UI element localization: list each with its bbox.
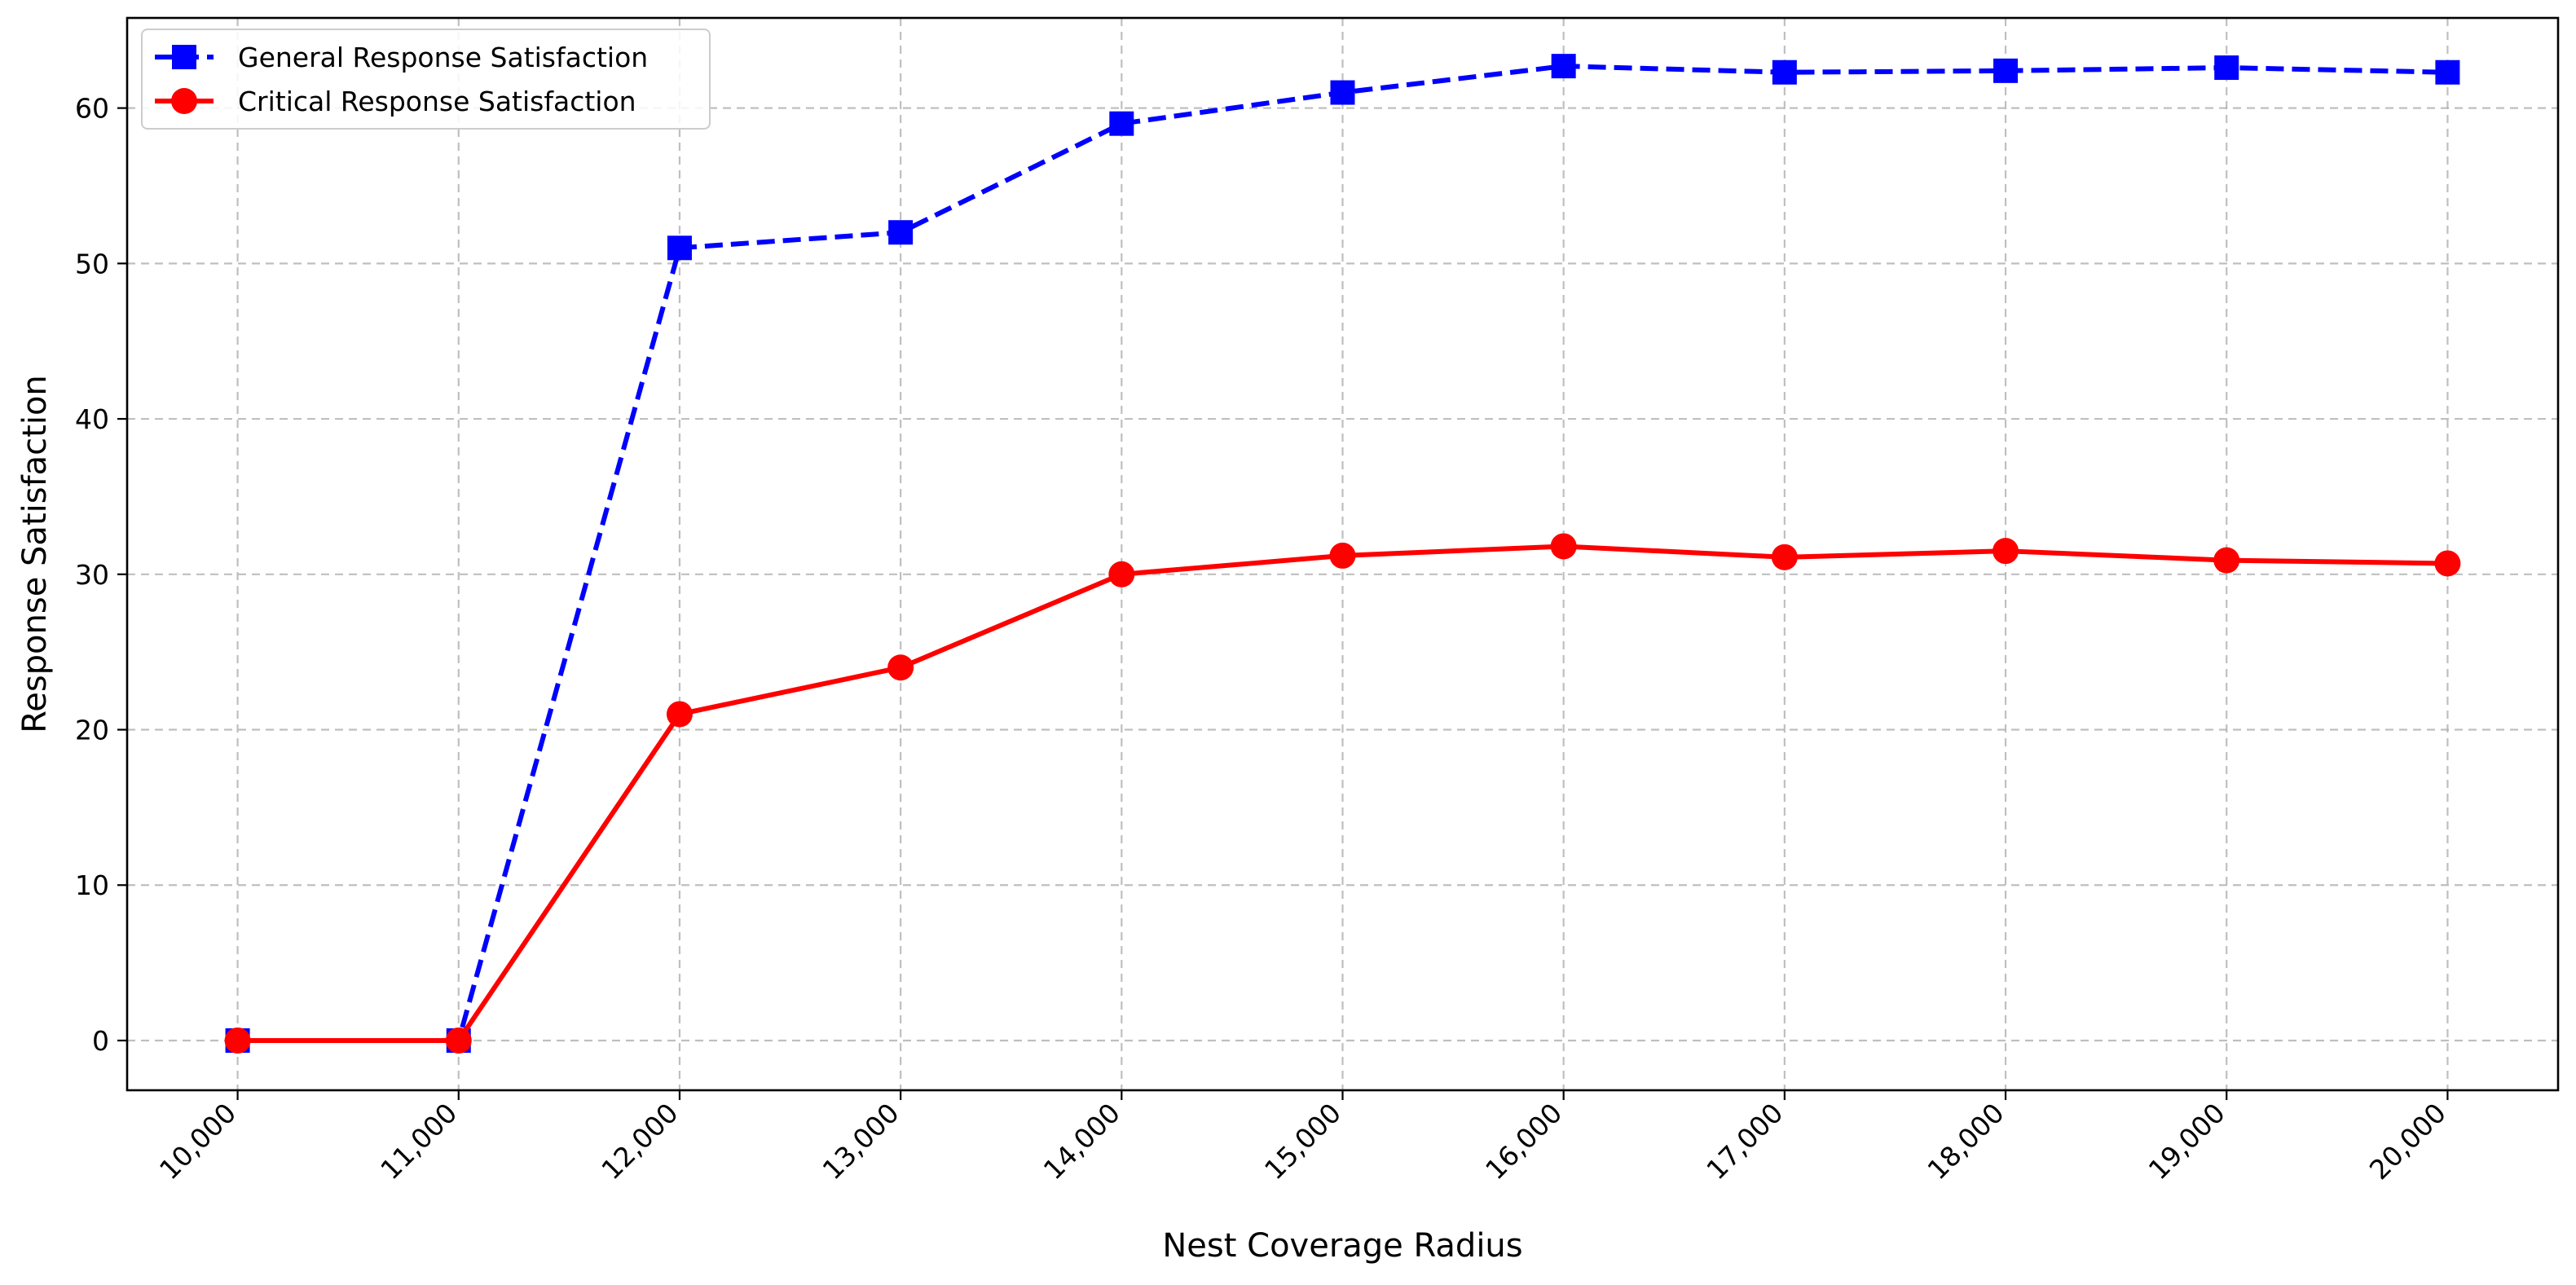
data-point: [1993, 58, 2019, 83]
legend: General Response Satisfaction Critical Re…: [141, 29, 711, 130]
data-point: [2435, 59, 2460, 85]
y-tick-label: 20: [75, 715, 109, 746]
data-point: [1550, 533, 1577, 560]
data-point: [224, 1027, 251, 1054]
x-tick-label: 17,000: [1700, 1097, 1789, 1186]
data-point: [2214, 55, 2239, 81]
x-tick-label: 19,000: [2142, 1097, 2231, 1186]
legend-marker: [172, 45, 196, 69]
data-point: [887, 654, 914, 681]
grid: [127, 18, 2558, 1090]
data-point: [1771, 543, 1798, 570]
series-critical: [224, 533, 2461, 1054]
x-tick-label: 20,000: [2363, 1097, 2452, 1186]
x-tick-label: 11,000: [374, 1097, 463, 1186]
data-point: [1772, 59, 1797, 85]
y-axis-label: Response Satisfaction: [16, 375, 54, 733]
y-tick-label: 10: [75, 869, 109, 901]
legend-marker: [171, 88, 197, 114]
data-point: [667, 235, 692, 261]
data-point: [1993, 538, 2019, 565]
axis-ticks: 10,000 11,000 12,000 13,000 14,000 15,000 16,0…: [75, 93, 2452, 1186]
legend-label: Critical Response Satisfaction: [238, 86, 636, 117]
data-point: [666, 701, 693, 728]
legend-item: General Response Satisfaction: [155, 42, 648, 73]
data-point: [1551, 54, 1576, 79]
data-point: [445, 1027, 472, 1054]
data-point: [2213, 547, 2240, 574]
x-tick-label: 15,000: [1258, 1097, 1347, 1186]
y-tick-label: 0: [92, 1025, 109, 1057]
x-tick-label: 14,000: [1037, 1097, 1126, 1186]
y-tick-label: 40: [75, 403, 109, 435]
x-tick-label: 12,000: [595, 1097, 684, 1186]
x-tick-label: 18,000: [1921, 1097, 2010, 1186]
legend-item: Critical Response Satisfaction: [155, 86, 636, 117]
data-point: [2434, 550, 2461, 577]
x-tick-label: 10,000: [153, 1097, 242, 1186]
series-layer: [224, 54, 2461, 1054]
y-tick-label: 30: [75, 559, 109, 591]
x-axis-label: Nest Coverage Radius: [1162, 1227, 1522, 1265]
x-tick-label: 16,000: [1479, 1097, 1568, 1186]
legend-box: [141, 29, 711, 130]
data-point: [1108, 561, 1135, 587]
x-tick-label: 13,000: [817, 1097, 905, 1186]
data-point: [1109, 111, 1134, 136]
data-point: [1329, 542, 1356, 569]
data-point: [1330, 80, 1355, 105]
legend-label: General Response Satisfaction: [238, 42, 648, 73]
y-tick-label: 60: [75, 93, 109, 125]
data-point: [888, 220, 914, 245]
y-tick-label: 50: [75, 248, 109, 279]
